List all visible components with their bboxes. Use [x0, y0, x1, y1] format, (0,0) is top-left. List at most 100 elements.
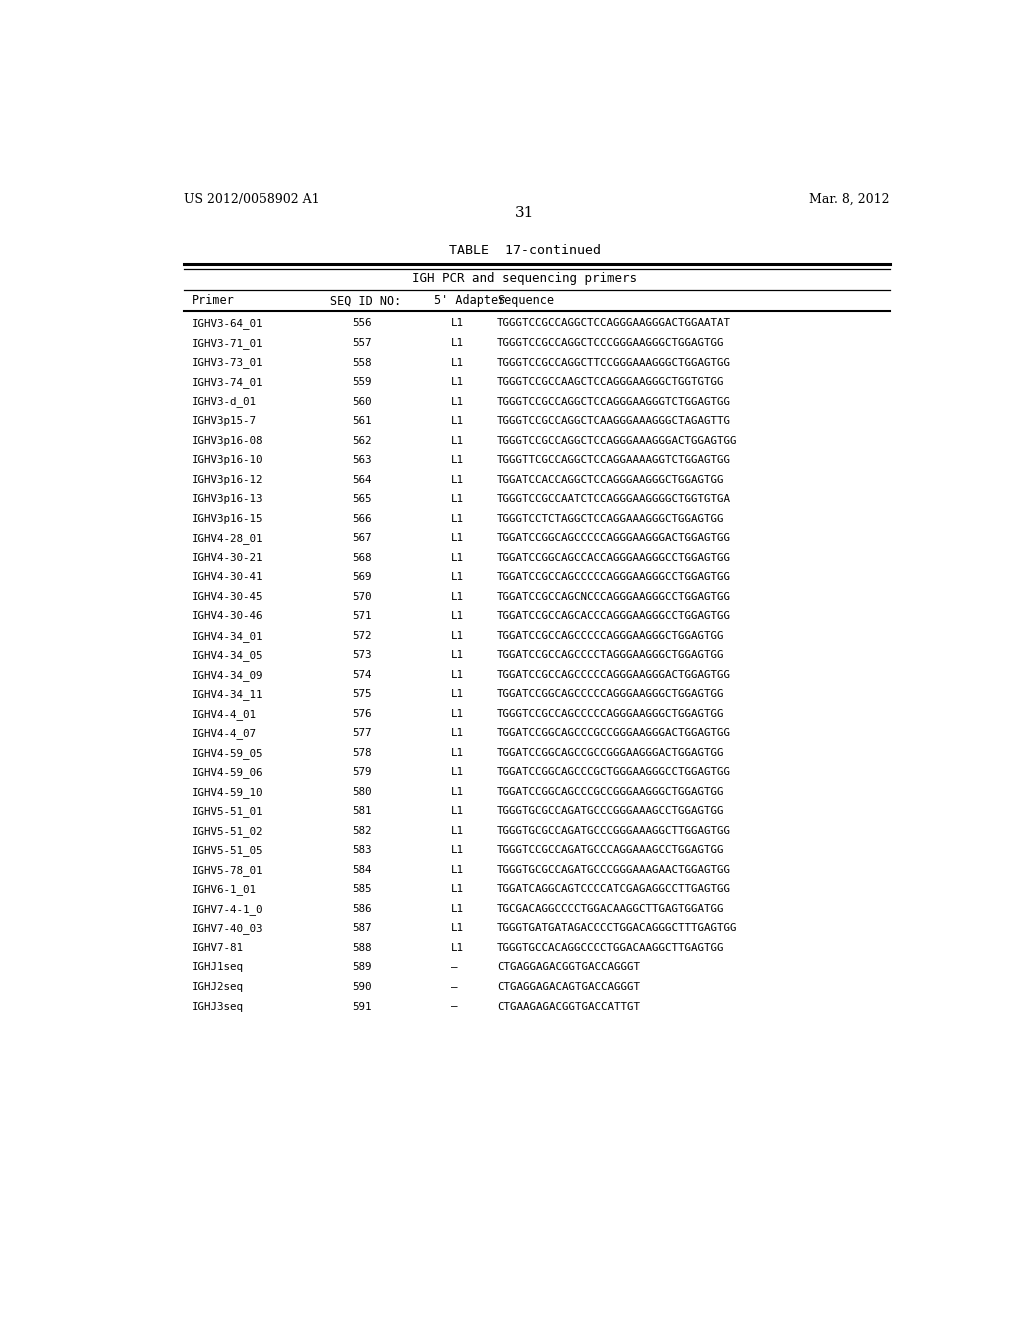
- Text: 584: 584: [352, 865, 372, 875]
- Text: TGGGTCCGCCAGGCTCCAGGGAAAGGGACTGGAGTGG: TGGGTCCGCCAGGCTCCAGGGAAAGGGACTGGAGTGG: [497, 436, 737, 446]
- Text: TGGGTTCGCCAGGCTCCAGGAAAAGGTCTGGAGTGG: TGGGTTCGCCAGGCTCCAGGAAAAGGTCTGGAGTGG: [497, 455, 731, 465]
- Text: IGHJ1seq: IGHJ1seq: [191, 962, 244, 973]
- Text: SEQ ID NO:: SEQ ID NO:: [331, 294, 401, 308]
- Text: 562: 562: [352, 436, 372, 446]
- Text: L1: L1: [451, 884, 464, 895]
- Text: IGHV7-4-1_0: IGHV7-4-1_0: [191, 904, 263, 915]
- Text: IGHV3-73_01: IGHV3-73_01: [191, 358, 263, 368]
- Text: 556: 556: [352, 318, 372, 329]
- Text: TGGATCCGGCAGCCCGCTGGGAAGGGCCTGGAGTGG: TGGATCCGGCAGCCCGCTGGGAAGGGCCTGGAGTGG: [497, 767, 731, 777]
- Text: TGGGTGCGCCAGATGCCCGGGAAAGAACTGGAGTGG: TGGGTGCGCCAGATGCCCGGGAAAGAACTGGAGTGG: [497, 865, 731, 875]
- Text: 558: 558: [352, 358, 372, 367]
- Text: 576: 576: [352, 709, 372, 719]
- Text: L1: L1: [451, 358, 464, 367]
- Text: L1: L1: [451, 845, 464, 855]
- Text: IGHV4-30-46: IGHV4-30-46: [191, 611, 263, 622]
- Text: IGHV4-30-41: IGHV4-30-41: [191, 572, 263, 582]
- Text: TGGATCCGCCAGCCCCCAGGGAAGGGACTGGAGTGG: TGGATCCGCCAGCCCCCAGGGAAGGGACTGGAGTGG: [497, 669, 731, 680]
- Text: 581: 581: [352, 807, 372, 816]
- Text: 587: 587: [352, 924, 372, 933]
- Text: L1: L1: [451, 572, 464, 582]
- Text: L1: L1: [451, 651, 464, 660]
- Text: 561: 561: [352, 416, 372, 426]
- Text: L1: L1: [451, 378, 464, 387]
- Text: IGHV3-74_01: IGHV3-74_01: [191, 378, 263, 388]
- Text: TGGGTGCCACAGGCCCCTGGACAAGGCTTGAGTGG: TGGGTGCCACAGGCCCCTGGACAAGGCTTGAGTGG: [497, 942, 725, 953]
- Text: TGGGTCCGCCAGATGCCCAGGAAAGCCTGGAGTGG: TGGGTCCGCCAGATGCCCAGGAAAGCCTGGAGTGG: [497, 845, 725, 855]
- Text: 580: 580: [352, 787, 372, 797]
- Text: 567: 567: [352, 533, 372, 543]
- Text: 573: 573: [352, 651, 372, 660]
- Text: 31: 31: [515, 206, 535, 220]
- Text: 564: 564: [352, 475, 372, 484]
- Text: TGGATCCGCCAGCACCCAGGGAAGGGCCTGGAGTGG: TGGATCCGCCAGCACCCAGGGAAGGGCCTGGAGTGG: [497, 611, 731, 622]
- Text: IGHV3p16-13: IGHV3p16-13: [191, 494, 263, 504]
- Text: —: —: [451, 1002, 458, 1011]
- Text: IGHV3-64_01: IGHV3-64_01: [191, 318, 263, 330]
- Text: TGGATCAGGCAGTCCCCATCGAGAGGCCTTGAGTGG: TGGATCAGGCAGTCCCCATCGAGAGGCCTTGAGTGG: [497, 884, 731, 895]
- Text: —: —: [451, 962, 458, 973]
- Text: 574: 574: [352, 669, 372, 680]
- Text: 563: 563: [352, 455, 372, 465]
- Text: IGHV5-78_01: IGHV5-78_01: [191, 865, 263, 875]
- Text: L1: L1: [451, 787, 464, 797]
- Text: TGGGTCCGCCAGGCTCCAGGGAAGGGTCTGGAGTGG: TGGGTCCGCCAGGCTCCAGGGAAGGGTCTGGAGTGG: [497, 396, 731, 407]
- Text: TGGGTCCGCCAAGCTCCAGGGAAGGGCTGGTGTGG: TGGGTCCGCCAAGCTCCAGGGAAGGGCTGGTGTGG: [497, 378, 725, 387]
- Text: L1: L1: [451, 533, 464, 543]
- Text: L1: L1: [451, 338, 464, 348]
- Text: IGHV4-4_07: IGHV4-4_07: [191, 729, 256, 739]
- Text: Mar. 8, 2012: Mar. 8, 2012: [809, 193, 890, 206]
- Text: IGHV5-51_05: IGHV5-51_05: [191, 845, 263, 857]
- Text: TGGATCCGGCAGCCCCCAGGGAAGGGACTGGAGTGG: TGGATCCGGCAGCCCCCAGGGAAGGGACTGGAGTGG: [497, 533, 731, 543]
- Text: IGHV6-1_01: IGHV6-1_01: [191, 884, 256, 895]
- Text: TGGGTCCTCTAGGCTCCAGGAAAGGGCTGGAGTGG: TGGGTCCTCTAGGCTCCAGGAAAGGGCTGGAGTGG: [497, 513, 725, 524]
- Text: L1: L1: [451, 396, 464, 407]
- Text: 575: 575: [352, 689, 372, 700]
- Text: —: —: [451, 982, 458, 993]
- Text: IGHV7-81: IGHV7-81: [191, 942, 244, 953]
- Text: TGCGACAGGCCCCTGGACAAGGCTTGAGTGGATGG: TGCGACAGGCCCCTGGACAAGGCTTGAGTGGATGG: [497, 904, 725, 913]
- Text: TGGATCCACCAGGCTCCAGGGAAGGGCTGGAGTGG: TGGATCCACCAGGCTCCAGGGAAGGGCTGGAGTGG: [497, 475, 725, 484]
- Text: TABLE  17-continued: TABLE 17-continued: [449, 244, 601, 257]
- Text: IGHV3p16-12: IGHV3p16-12: [191, 475, 263, 484]
- Text: L1: L1: [451, 416, 464, 426]
- Text: CTGAGGAGACGGTGACCAGGGT: CTGAGGAGACGGTGACCAGGGT: [497, 962, 640, 973]
- Text: L1: L1: [451, 729, 464, 738]
- Text: TGGGTCCGCCAGGCTCCAGGGAAGGGACTGGAATAT: TGGGTCCGCCAGGCTCCAGGGAAGGGACTGGAATAT: [497, 318, 731, 329]
- Text: 583: 583: [352, 845, 372, 855]
- Text: IGHJ3seq: IGHJ3seq: [191, 1002, 244, 1011]
- Text: TGGATCCGGCAGCCCGCCGGGAAGGGCTGGAGTGG: TGGATCCGGCAGCCCGCCGGGAAGGGCTGGAGTGG: [497, 787, 725, 797]
- Text: IGHV4-4_01: IGHV4-4_01: [191, 709, 256, 719]
- Text: CTGAGGAGACAGTGACCAGGGT: CTGAGGAGACAGTGACCAGGGT: [497, 982, 640, 993]
- Text: TGGGTCCGCCAGGCTTCCGGGAAAGGGCTGGAGTGG: TGGGTCCGCCAGGCTTCCGGGAAAGGGCTGGAGTGG: [497, 358, 731, 367]
- Text: 572: 572: [352, 631, 372, 640]
- Text: IGHV4-34_09: IGHV4-34_09: [191, 669, 263, 681]
- Text: TGGGTCCGCCAGCCCCCAGGGAAGGGCTGGAGTGG: TGGGTCCGCCAGCCCCCAGGGAAGGGCTGGAGTGG: [497, 709, 725, 719]
- Text: 560: 560: [352, 396, 372, 407]
- Text: L1: L1: [451, 318, 464, 329]
- Text: L1: L1: [451, 553, 464, 562]
- Text: US 2012/0058902 A1: US 2012/0058902 A1: [183, 193, 319, 206]
- Text: L1: L1: [451, 591, 464, 602]
- Text: TGGGTGCGCCAGATGCCCGGGAAAGGCTTGGAGTGG: TGGGTGCGCCAGATGCCCGGGAAAGGCTTGGAGTGG: [497, 826, 731, 836]
- Text: 577: 577: [352, 729, 372, 738]
- Text: 585: 585: [352, 884, 372, 895]
- Text: TGGATCCGCCAGCNCCCAGGGAAGGGCCTGGAGTGG: TGGATCCGCCAGCNCCCAGGGAAGGGCCTGGAGTGG: [497, 591, 731, 602]
- Text: TGGATCCGGCAGCCCCCAGGGAAGGGCTGGAGTGG: TGGATCCGGCAGCCCCCAGGGAAGGGCTGGAGTGG: [497, 689, 725, 700]
- Text: IGHV4-34_11: IGHV4-34_11: [191, 689, 263, 700]
- Text: L1: L1: [451, 865, 464, 875]
- Text: IGHV3-71_01: IGHV3-71_01: [191, 338, 263, 348]
- Text: TGGATCCGCCAGCCCCTAGGGAAGGGCTGGAGTGG: TGGATCCGCCAGCCCCTAGGGAAGGGCTGGAGTGG: [497, 651, 725, 660]
- Text: 566: 566: [352, 513, 372, 524]
- Text: L1: L1: [451, 942, 464, 953]
- Text: L1: L1: [451, 924, 464, 933]
- Text: L1: L1: [451, 475, 464, 484]
- Text: CTGAAGAGACGGTGACCATTGT: CTGAAGAGACGGTGACCATTGT: [497, 1002, 640, 1011]
- Text: 588: 588: [352, 942, 372, 953]
- Text: IGHV4-30-45: IGHV4-30-45: [191, 591, 263, 602]
- Text: TGGGTGATGATAGACCCCTGGACAGGGCTTTGAGTGG: TGGGTGATGATAGACCCCTGGACAGGGCTTTGAGTGG: [497, 924, 737, 933]
- Text: 557: 557: [352, 338, 372, 348]
- Text: L1: L1: [451, 455, 464, 465]
- Text: TGGGTCCGCCAGGCTCAAGGGAAAGGGCTAGAGTTG: TGGGTCCGCCAGGCTCAAGGGAAAGGGCTAGAGTTG: [497, 416, 731, 426]
- Text: IGHV3p15-7: IGHV3p15-7: [191, 416, 256, 426]
